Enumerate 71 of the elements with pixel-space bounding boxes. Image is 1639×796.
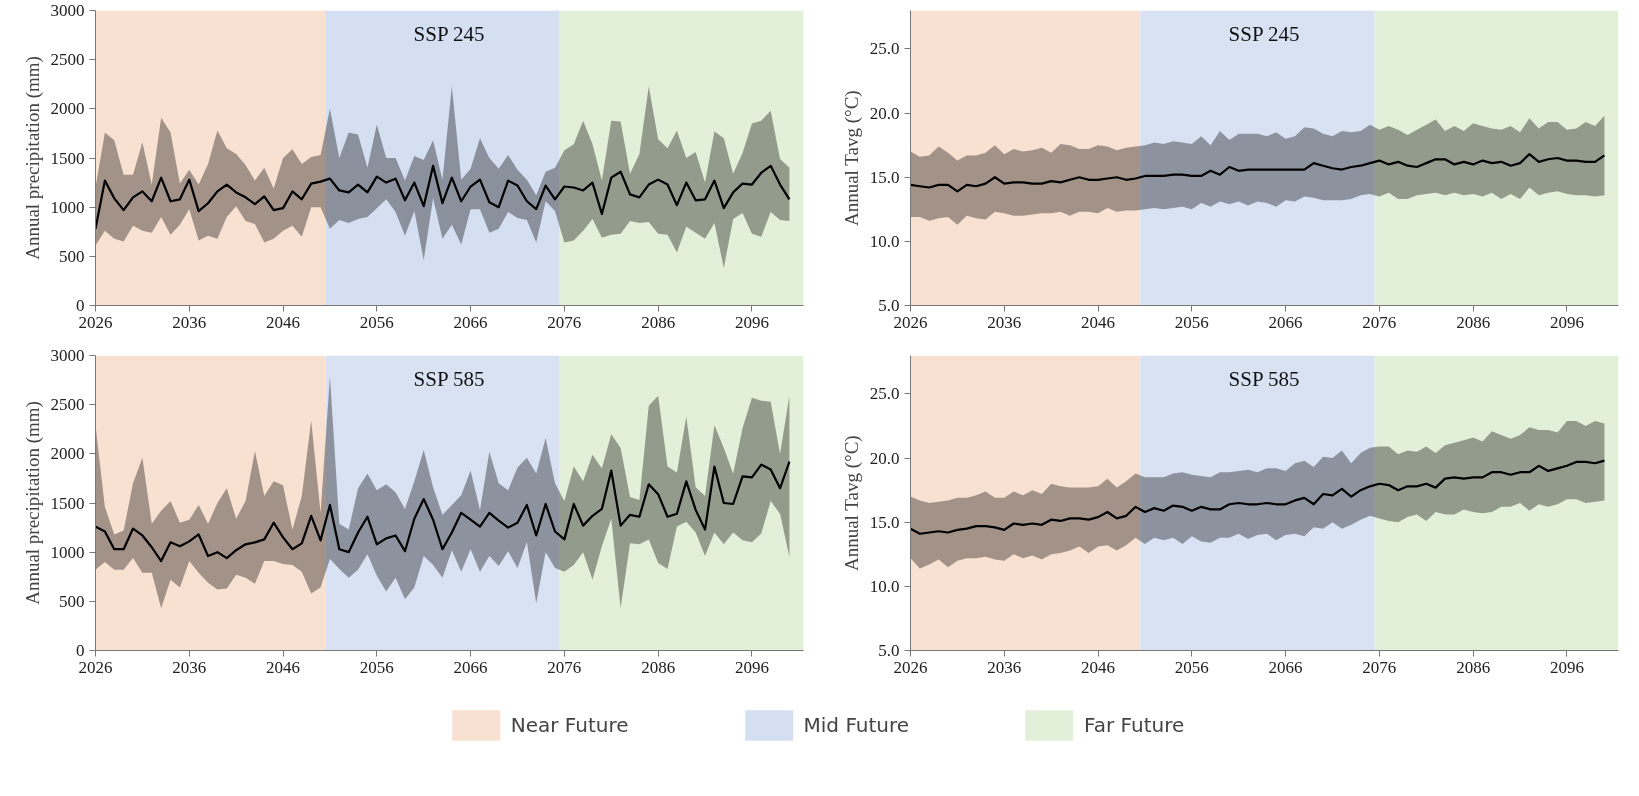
legend-label: Far Future [1084,713,1185,737]
y-tick-label: 5.0 [878,641,900,660]
x-tick-label: 2066 [1268,312,1303,332]
y-tick-label: 20.0 [869,103,900,123]
y-tick-label: 0 [76,641,85,660]
x-tick-label: 2096 [734,312,769,332]
x-tick-label: 2026 [893,657,928,677]
legend-label: Near Future [510,713,629,737]
x-tick-label: 2026 [78,312,113,332]
y-tick-label: 1500 [50,493,85,513]
x-tick-label: 2036 [172,657,207,677]
x-tick-label: 2046 [266,657,301,677]
y-tick-label: 5.0 [878,296,900,315]
y-tick-label: 10.0 [869,576,900,596]
x-tick-label: 2046 [1081,657,1116,677]
y-tick-label: 1500 [50,148,85,168]
legend-label: Mid Future [803,713,910,737]
x-tick-label: 2086 [641,312,676,332]
line-series [910,153,1606,193]
y-tick-label: 1000 [50,542,85,562]
y-tick-label: 1000 [50,197,85,217]
x-tick-label: 2066 [453,657,488,677]
x-tick-label: 2096 [734,657,769,677]
line-series [95,460,791,563]
x-tick-label: 2046 [266,312,301,332]
text: SSP 585 [413,367,485,392]
x-tick-label: 2036 [987,312,1022,332]
line-series [95,164,791,230]
y-tick-label: 2000 [50,99,85,119]
line-series [910,459,1606,535]
x-tick-label: 2086 [1456,312,1491,332]
x-tick-label: 2046 [1081,312,1116,332]
y-tick-label: 2500 [50,50,85,70]
x-tick-label: 2066 [1268,657,1303,677]
y-tick-label: 500 [59,246,85,266]
x-tick-label: 2026 [893,312,928,332]
x-tick-label: 2076 [547,657,582,677]
x-tick-label: 2056 [359,312,394,332]
y-tick-label: 2000 [50,444,85,464]
y-axis-title: Annual precipitation (mm) [21,401,44,605]
y-tick-label: 10.0 [869,231,900,251]
y-tick-label: 500 [59,591,85,611]
x-tick-label: 2056 [1174,312,1209,332]
x-tick-label: 2096 [1549,657,1584,677]
text: SSP 585 [1228,367,1300,392]
text: SSP 245 [1228,22,1300,47]
y-tick-label: 3000 [50,1,85,20]
y-axis-title: Annual Tavg (°C) [840,435,863,572]
y-tick-label: 20.0 [869,448,900,468]
x-tick-label: 2086 [641,657,676,677]
text: SSP 245 [413,22,485,47]
x-tick-label: 2096 [1549,312,1584,332]
x-tick-label: 2036 [172,312,207,332]
y-tick-label: 25.0 [869,384,900,404]
y-tick-label: 15.0 [869,167,900,187]
y-axis-title: Annual Tavg (°C) [840,90,863,227]
x-tick-label: 2066 [453,312,488,332]
y-tick-label: 25.0 [869,39,900,59]
x-tick-label: 2076 [547,312,582,332]
x-tick-label: 2056 [1174,657,1209,677]
x-tick-label: 2056 [359,657,394,677]
x-tick-label: 2026 [78,657,113,677]
y-tick-label: 0 [76,296,85,315]
x-tick-label: 2036 [987,657,1022,677]
x-tick-label: 2076 [1362,657,1397,677]
x-tick-label: 2076 [1362,312,1397,332]
y-tick-label: 2500 [50,395,85,415]
y-tick-label: 15.0 [869,512,900,532]
y-tick-label: 3000 [50,346,85,365]
x-tick-label: 2086 [1456,657,1491,677]
y-axis-title: Annual precipitation (mm) [21,56,44,260]
